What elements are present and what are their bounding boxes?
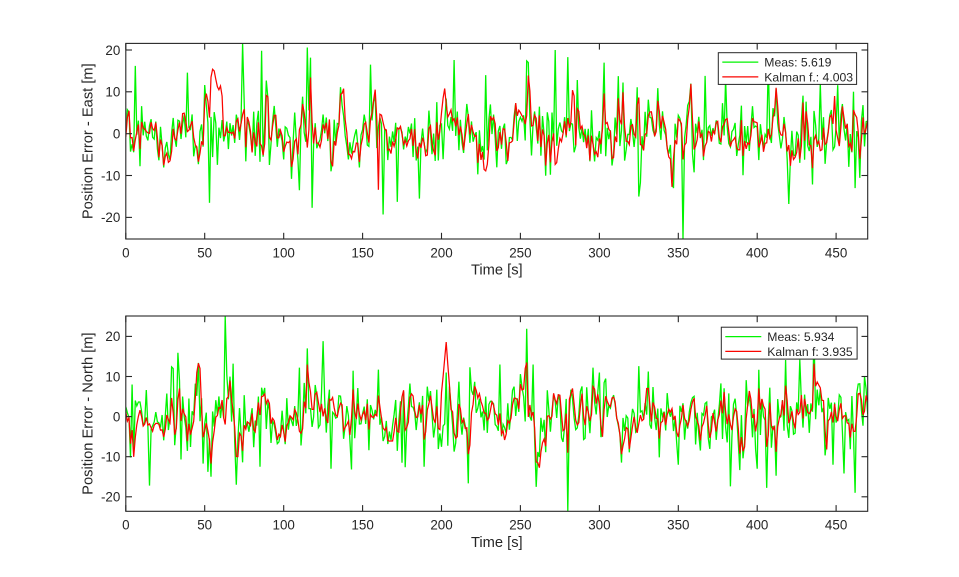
svg-text:Time [s]: Time [s]	[471, 263, 523, 279]
svg-text:Meas: 5.934: Meas: 5.934	[767, 330, 834, 344]
svg-text:450: 450	[825, 245, 847, 260]
svg-text:-20: -20	[101, 490, 120, 505]
svg-text:100: 100	[273, 518, 295, 533]
svg-text:250: 250	[509, 245, 531, 260]
svg-text:100: 100	[273, 245, 295, 260]
svg-text:20: 20	[105, 43, 120, 58]
svg-text:300: 300	[588, 245, 610, 260]
svg-text:-10: -10	[101, 450, 120, 465]
svg-text:Meas: 5.619: Meas: 5.619	[764, 56, 831, 70]
svg-text:Position Error - East [m]: Position Error - East [m]	[81, 63, 97, 219]
svg-text:0: 0	[122, 245, 129, 260]
svg-text:Kalman f.: 4.003: Kalman f.: 4.003	[764, 71, 853, 85]
svg-text:Kalman f: 3.935: Kalman f: 3.935	[767, 345, 853, 359]
svg-text:20: 20	[105, 329, 120, 344]
svg-text:400: 400	[746, 245, 768, 260]
svg-text:Position Error - North [m]: Position Error - North [m]	[81, 332, 97, 494]
svg-text:450: 450	[825, 518, 847, 533]
svg-text:0: 0	[113, 409, 120, 424]
svg-text:-20: -20	[101, 210, 120, 225]
svg-text:10: 10	[105, 369, 120, 384]
svg-text:350: 350	[667, 518, 689, 533]
svg-text:0: 0	[113, 127, 120, 142]
svg-text:50: 50	[197, 245, 212, 260]
svg-text:0: 0	[122, 518, 129, 533]
svg-text:400: 400	[746, 518, 768, 533]
svg-text:50: 50	[197, 518, 212, 533]
svg-text:150: 150	[351, 245, 373, 260]
svg-text:250: 250	[509, 518, 531, 533]
svg-text:350: 350	[667, 245, 689, 260]
svg-text:200: 200	[430, 518, 452, 533]
svg-text:200: 200	[430, 245, 452, 260]
svg-text:150: 150	[351, 518, 373, 533]
svg-text:300: 300	[588, 518, 610, 533]
svg-text:-10: -10	[101, 168, 120, 183]
svg-text:10: 10	[105, 85, 120, 100]
svg-text:Time [s]: Time [s]	[471, 535, 523, 551]
